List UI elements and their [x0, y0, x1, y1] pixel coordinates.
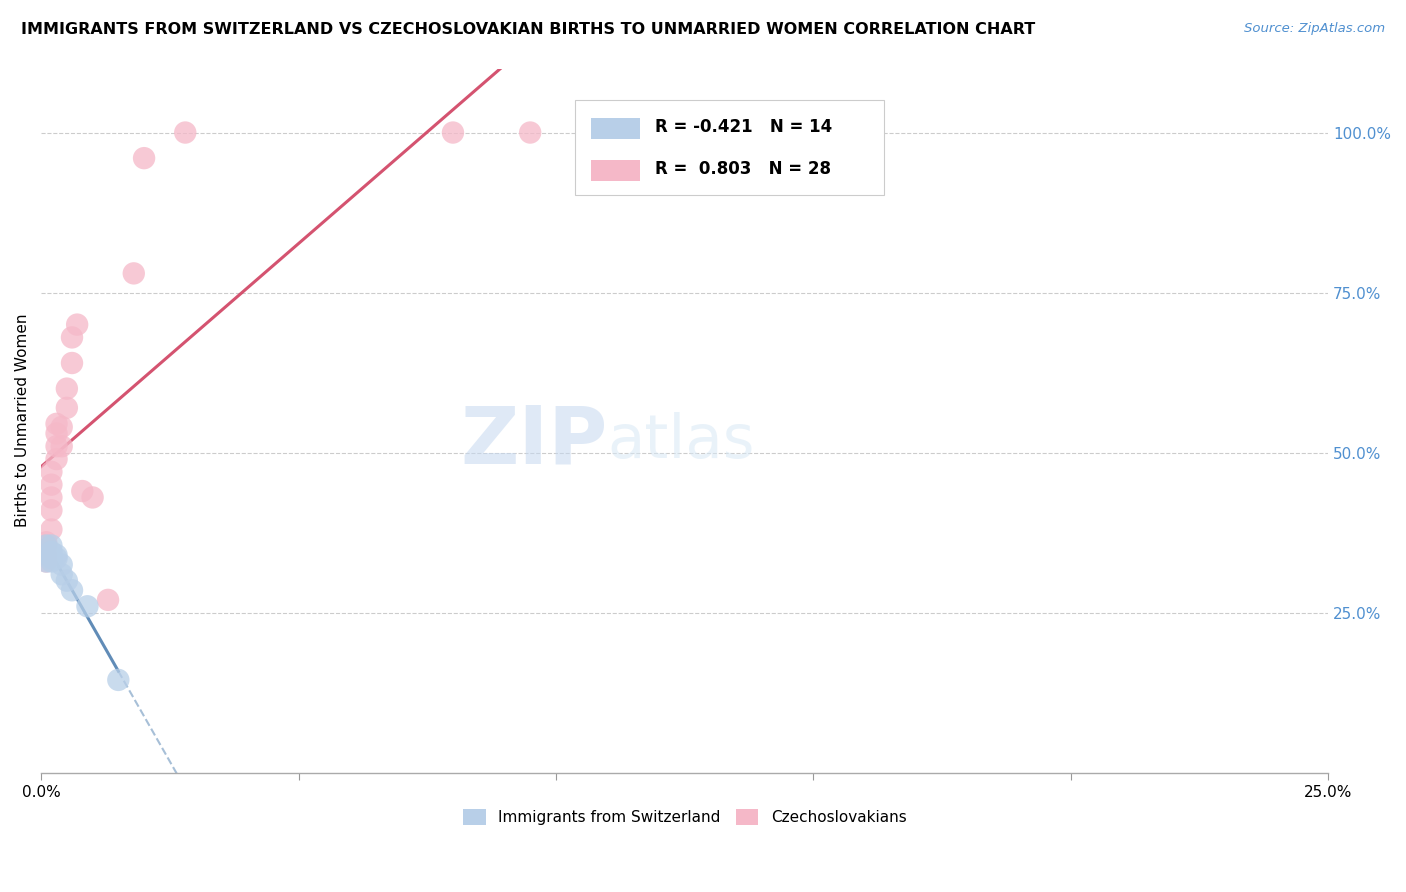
Point: [56, 574, 79, 588]
Legend: Immigrants from Switzerland, Czechoslovakians: Immigrants from Switzerland, Czechoslova…: [463, 809, 907, 825]
Point: [41, 551, 63, 566]
Text: Source: ZipAtlas.com: Source: ZipAtlas.com: [1244, 22, 1385, 36]
Point: [45, 417, 67, 431]
Point: [45, 439, 67, 453]
Point: [174, 126, 197, 140]
Point: [35, 539, 58, 553]
Point: [41, 545, 63, 559]
Text: R =  0.803   N = 28: R = 0.803 N = 28: [655, 161, 831, 178]
Point: [519, 126, 541, 140]
Point: [45, 426, 67, 441]
Bar: [591, 160, 640, 181]
Point: [41, 539, 63, 553]
Point: [41, 465, 63, 479]
Point: [45, 452, 67, 467]
Point: [41, 477, 63, 491]
Point: [41, 523, 63, 537]
Point: [45, 548, 67, 562]
Point: [41, 503, 63, 517]
Y-axis label: Births to Unmarried Women: Births to Unmarried Women: [15, 314, 30, 527]
Point: [66, 318, 89, 332]
Point: [35, 535, 58, 549]
Point: [51, 558, 73, 572]
Point: [41, 554, 63, 568]
Bar: [591, 118, 640, 139]
Point: [122, 266, 145, 280]
Point: [72, 484, 94, 499]
Point: [97, 593, 120, 607]
Point: [35, 554, 58, 568]
Point: [60, 356, 83, 370]
Text: R = -0.421   N = 14: R = -0.421 N = 14: [655, 118, 832, 136]
Point: [35, 539, 58, 553]
Point: [35, 554, 58, 568]
Point: [41, 491, 63, 505]
Point: [441, 126, 464, 140]
Point: [82, 491, 104, 505]
Point: [76, 599, 98, 614]
Point: [51, 420, 73, 434]
Point: [51, 439, 73, 453]
Point: [56, 401, 79, 415]
Point: [132, 151, 155, 165]
Text: IMMIGRANTS FROM SWITZERLAND VS CZECHOSLOVAKIAN BIRTHS TO UNMARRIED WOMEN CORRELA: IMMIGRANTS FROM SWITZERLAND VS CZECHOSLO…: [21, 22, 1035, 37]
Text: atlas: atlas: [607, 412, 755, 471]
Point: [51, 567, 73, 582]
Text: ZIP: ZIP: [460, 403, 607, 481]
FancyBboxPatch shape: [575, 100, 884, 195]
Point: [35, 548, 58, 562]
Point: [56, 382, 79, 396]
Point: [60, 583, 83, 598]
Point: [107, 673, 129, 687]
Point: [45, 551, 67, 566]
Point: [60, 330, 83, 344]
